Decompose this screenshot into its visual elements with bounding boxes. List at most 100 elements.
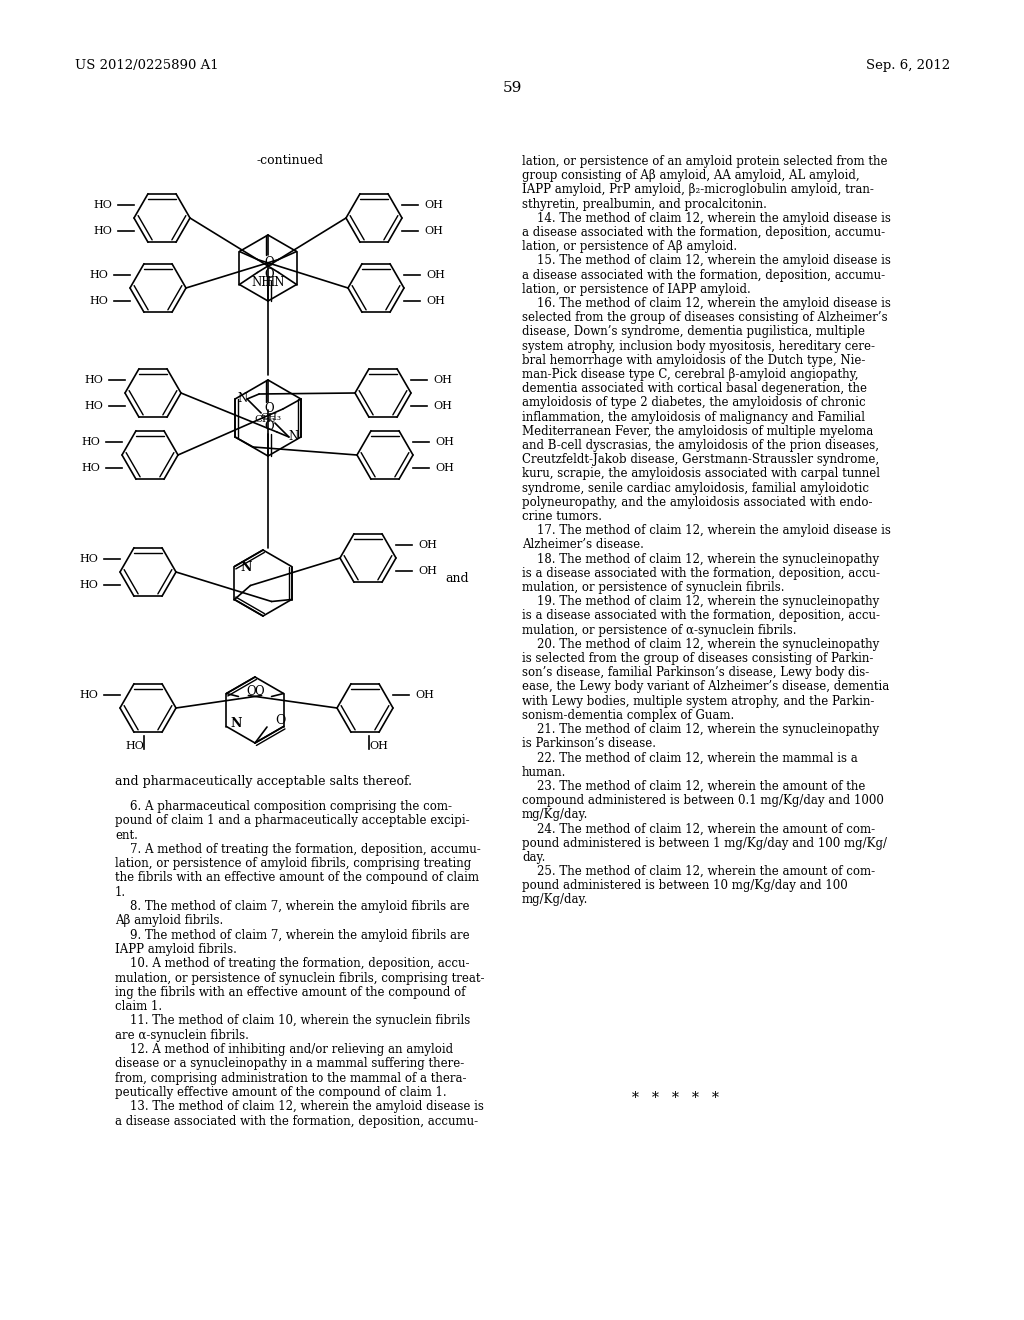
Text: HN: HN xyxy=(264,276,285,289)
Text: the fibrils with an effective amount of the compound of claim: the fibrils with an effective amount of … xyxy=(115,871,479,884)
Text: Sep. 6, 2012: Sep. 6, 2012 xyxy=(866,58,950,71)
Text: and pharmaceutically acceptable salts thereof.: and pharmaceutically acceptable salts th… xyxy=(115,776,412,788)
Text: Creutzfeldt-Jakob disease, Gerstmann-Straussler syndrome,: Creutzfeldt-Jakob disease, Gerstmann-Str… xyxy=(522,453,880,466)
Text: OH: OH xyxy=(433,401,452,411)
Text: peutically effective amount of the compound of claim 1.: peutically effective amount of the compo… xyxy=(115,1086,446,1100)
Text: 14. The method of claim 12, wherein the amyloid disease is: 14. The method of claim 12, wherein the … xyxy=(522,211,891,224)
Text: HO: HO xyxy=(84,375,103,385)
Text: ent.: ent. xyxy=(115,829,138,842)
Text: human.: human. xyxy=(522,766,566,779)
Text: 24. The method of claim 12, wherein the amount of com-: 24. The method of claim 12, wherein the … xyxy=(522,822,876,836)
Text: 25. The method of claim 12, wherein the amount of com-: 25. The method of claim 12, wherein the … xyxy=(522,865,876,878)
Text: a disease associated with the formation, deposition, accumu-: a disease associated with the formation,… xyxy=(115,1114,478,1127)
Text: -continued: -continued xyxy=(256,153,324,166)
Text: is selected from the group of diseases consisting of Parkin-: is selected from the group of diseases c… xyxy=(522,652,873,665)
Text: 22. The method of claim 12, wherein the mammal is a: 22. The method of claim 12, wherein the … xyxy=(522,751,858,764)
Text: lation, or persistence of an amyloid protein selected from the: lation, or persistence of an amyloid pro… xyxy=(522,154,888,168)
Text: NH: NH xyxy=(252,276,272,289)
Text: 1.: 1. xyxy=(115,886,126,899)
Text: 7. A method of treating the formation, deposition, accumu-: 7. A method of treating the formation, d… xyxy=(115,843,480,855)
Text: crine tumors.: crine tumors. xyxy=(522,510,602,523)
Text: O: O xyxy=(254,685,263,698)
Text: HO: HO xyxy=(81,437,100,447)
Text: O: O xyxy=(264,268,274,281)
Text: OH: OH xyxy=(424,201,442,210)
Text: 23. The method of claim 12, wherein the amount of the: 23. The method of claim 12, wherein the … xyxy=(522,780,865,793)
Text: CH₃: CH₃ xyxy=(260,412,282,421)
Text: OH: OH xyxy=(426,296,444,306)
Text: HO: HO xyxy=(89,296,108,306)
Text: 10. A method of treating the formation, deposition, accu-: 10. A method of treating the formation, … xyxy=(115,957,469,970)
Text: pound administered is between 1 mg/Kg/day and 100 mg/Kg/: pound administered is between 1 mg/Kg/da… xyxy=(522,837,887,850)
Text: a disease associated with the formation, deposition, accumu-: a disease associated with the formation,… xyxy=(522,226,885,239)
Text: HO: HO xyxy=(93,226,112,236)
Text: OH: OH xyxy=(418,540,437,550)
Text: 19. The method of claim 12, wherein the synucleinopathy: 19. The method of claim 12, wherein the … xyxy=(522,595,880,609)
Text: 21. The method of claim 12, wherein the synucleinopathy: 21. The method of claim 12, wherein the … xyxy=(522,723,880,737)
Text: 9. The method of claim 7, wherein the amyloid fibrils are: 9. The method of claim 7, wherein the am… xyxy=(115,929,470,941)
Text: system atrophy, inclusion body myositosis, hereditary cere-: system atrophy, inclusion body myositosi… xyxy=(522,339,874,352)
Text: is a disease associated with the formation, deposition, accu-: is a disease associated with the formati… xyxy=(522,610,880,623)
Text: HO: HO xyxy=(79,554,98,564)
Text: 18. The method of claim 12, wherein the synucleinopathy: 18. The method of claim 12, wherein the … xyxy=(522,553,880,565)
Text: selected from the group of diseases consisting of Alzheimer’s: selected from the group of diseases cons… xyxy=(522,312,888,325)
Text: compound administered is between 0.1 mg/Kg/day and 1000: compound administered is between 0.1 mg/… xyxy=(522,795,884,807)
Text: OH: OH xyxy=(424,226,442,236)
Text: N: N xyxy=(230,717,242,730)
Text: 17. The method of claim 12, wherein the amyloid disease is: 17. The method of claim 12, wherein the … xyxy=(522,524,891,537)
Text: IAPP amyloid fibrils.: IAPP amyloid fibrils. xyxy=(115,942,237,956)
Text: ing the fibrils with an effective amount of the compound of: ing the fibrils with an effective amount… xyxy=(115,986,466,999)
Text: OH: OH xyxy=(369,741,388,751)
Text: lation, or persistence of amyloid fibrils, comprising treating: lation, or persistence of amyloid fibril… xyxy=(115,857,471,870)
Text: CH₃: CH₃ xyxy=(255,414,275,424)
Text: HO: HO xyxy=(93,201,112,210)
Text: a disease associated with the formation, deposition, accumu-: a disease associated with the formation,… xyxy=(522,268,885,281)
Text: O: O xyxy=(275,714,286,727)
Text: syndrome, senile cardiac amyloidosis, familial amyloidotic: syndrome, senile cardiac amyloidosis, fa… xyxy=(522,482,869,495)
Text: ease, the Lewy body variant of Alzheimer’s disease, dementia: ease, the Lewy body variant of Alzheimer… xyxy=(522,680,889,693)
Text: N: N xyxy=(238,392,248,404)
Text: 6. A pharmaceutical composition comprising the com-: 6. A pharmaceutical composition comprisi… xyxy=(115,800,452,813)
Text: son’s disease, familial Parkinson’s disease, Lewy body dis-: son’s disease, familial Parkinson’s dise… xyxy=(522,667,869,680)
Text: OH: OH xyxy=(418,566,437,576)
Text: mulation, or persistence of α-synuclein fibrils.: mulation, or persistence of α-synuclein … xyxy=(522,623,797,636)
Text: US 2012/0225890 A1: US 2012/0225890 A1 xyxy=(75,58,219,71)
Text: OH: OH xyxy=(435,437,454,447)
Text: sthyretin, prealbumin, and procalcitonin.: sthyretin, prealbumin, and procalcitonin… xyxy=(522,198,767,211)
Text: mg/Kg/day.: mg/Kg/day. xyxy=(522,894,589,907)
Text: 15. The method of claim 12, wherein the amyloid disease is: 15. The method of claim 12, wherein the … xyxy=(522,255,891,268)
Text: HO: HO xyxy=(79,579,98,590)
Text: man-Pick disease type C, cerebral β-amyloid angiopathy,: man-Pick disease type C, cerebral β-amyl… xyxy=(522,368,858,381)
Text: and: and xyxy=(445,572,469,585)
Text: mulation, or persistence of synuclein fibrils.: mulation, or persistence of synuclein fi… xyxy=(522,581,784,594)
Text: HO: HO xyxy=(81,463,100,473)
Text: disease, Down’s syndrome, dementia pugilistica, multiple: disease, Down’s syndrome, dementia pugil… xyxy=(522,326,865,338)
Text: OH: OH xyxy=(415,690,434,700)
Text: 16. The method of claim 12, wherein the amyloid disease is: 16. The method of claim 12, wherein the … xyxy=(522,297,891,310)
Text: OH: OH xyxy=(426,271,444,280)
Text: is Parkinson’s disease.: is Parkinson’s disease. xyxy=(522,737,656,750)
Text: inflammation, the amyloidosis of malignancy and Familial: inflammation, the amyloidosis of maligna… xyxy=(522,411,865,424)
Text: from, comprising administration to the mammal of a thera-: from, comprising administration to the m… xyxy=(115,1072,467,1085)
Text: and B-cell dyscrasias, the amyloidosis of the prion diseases,: and B-cell dyscrasias, the amyloidosis o… xyxy=(522,440,879,451)
Text: O: O xyxy=(264,403,274,416)
Text: mulation, or persistence of synuclein fibrils, comprising treat-: mulation, or persistence of synuclein fi… xyxy=(115,972,484,985)
Text: Mediterranean Fever, the amyloidosis of multiple myeloma: Mediterranean Fever, the amyloidosis of … xyxy=(522,425,873,438)
Text: O: O xyxy=(247,685,256,698)
Text: 12. A method of inhibiting and/or relieving an amyloid: 12. A method of inhibiting and/or reliev… xyxy=(115,1043,454,1056)
Text: sonism-dementia complex of Guam.: sonism-dementia complex of Guam. xyxy=(522,709,734,722)
Text: mg/Kg/day.: mg/Kg/day. xyxy=(522,808,589,821)
Text: O: O xyxy=(264,421,274,433)
Text: OH: OH xyxy=(433,375,452,385)
Text: Alzheimer’s disease.: Alzheimer’s disease. xyxy=(522,539,644,552)
Text: dementia associated with cortical basal degeneration, the: dementia associated with cortical basal … xyxy=(522,383,867,395)
Text: HO: HO xyxy=(89,271,108,280)
Text: N: N xyxy=(289,429,299,442)
Text: polyneuropathy, and the amyloidosis associated with endo-: polyneuropathy, and the amyloidosis asso… xyxy=(522,496,872,508)
Text: amyloidosis of type 2 diabetes, the amyloidosis of chronic: amyloidosis of type 2 diabetes, the amyl… xyxy=(522,396,865,409)
Text: disease or a synucleinopathy in a mammal suffering there-: disease or a synucleinopathy in a mammal… xyxy=(115,1057,464,1071)
Text: HO: HO xyxy=(79,690,98,700)
Text: Aβ amyloid fibrils.: Aβ amyloid fibrils. xyxy=(115,915,223,928)
Text: is a disease associated with the formation, deposition, accu-: is a disease associated with the formati… xyxy=(522,566,880,579)
Text: claim 1.: claim 1. xyxy=(115,1001,162,1014)
